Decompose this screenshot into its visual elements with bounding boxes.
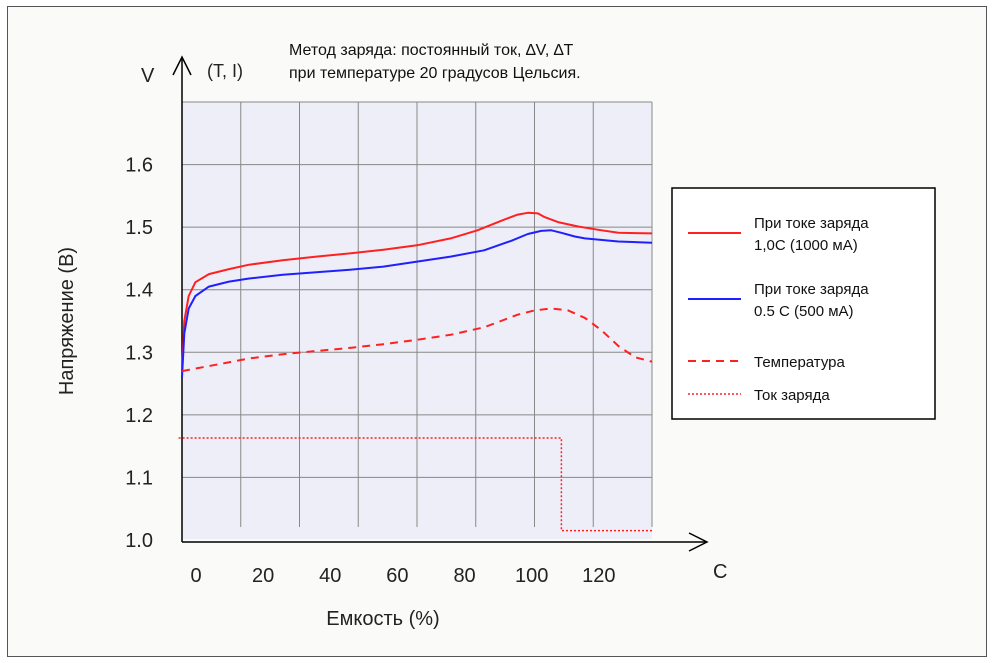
x-tick-labels: 0 20 40 60 80 100 120: [190, 565, 615, 587]
legend-label-1: 1,0С (1000 мА): [754, 237, 858, 254]
y-axis-secondary-label: (T, I): [207, 61, 243, 81]
note-line-1: Метод заряда: постоянный ток, ∆V, ∆T: [289, 42, 574, 59]
legend-label-3: Температура: [754, 354, 846, 371]
note-line-2: при температуре 20 градусов Цельсия.: [289, 65, 581, 82]
y-tick-label: 1.5: [125, 217, 153, 239]
y-tick-label: 1.0: [125, 530, 153, 552]
legend-label-4: Ток заряда: [754, 387, 830, 404]
legend: При токе заряда 1,0С (1000 мА) При токе за…: [688, 215, 869, 404]
y-tick-label: 1.6: [125, 155, 153, 177]
y-tick-label: 1.1: [125, 467, 153, 489]
chart-frame: V (T, I) C Метод заряда: постоянный ток,…: [7, 6, 987, 657]
y-axis-symbol: V: [141, 65, 155, 87]
x-tick-label: 40: [319, 565, 341, 587]
x-axis-symbol: C: [713, 561, 727, 583]
series-line-1: [181, 211, 653, 372]
x-tick-label: 120: [582, 565, 615, 587]
y-tick-label: 1.3: [125, 342, 153, 364]
legend-box: [671, 187, 936, 420]
y-axis-arrow: [172, 55, 192, 76]
legend-label-2: 0.5 С (500 мА): [754, 303, 854, 320]
grid: [181, 101, 653, 527]
x-axis-title: Емкость (%): [326, 608, 439, 630]
y-axis-title: Напряжение (В): [56, 247, 78, 395]
series-group: [178, 211, 653, 532]
series-line-2: [181, 229, 653, 378]
series-line-3: [181, 307, 653, 373]
x-axis-arrow: [688, 532, 709, 552]
x-tick-label: 20: [252, 565, 274, 587]
x-tick-label: 100: [515, 565, 548, 587]
x-tick-label: 0: [190, 565, 201, 587]
legend-label-1: При токе заряда: [754, 215, 869, 232]
x-tick-label: 60: [386, 565, 408, 587]
chart-svg: V (T, I) C Метод заряда: постоянный ток,…: [56, 42, 936, 630]
y-tick-labels: 1.0 1.1 1.2 1.3 1.4 1.5 1.6: [125, 155, 153, 552]
series-line-4: [178, 437, 652, 532]
y-tick-label: 1.2: [125, 405, 153, 427]
y-tick-label: 1.4: [125, 280, 153, 302]
legend-label-2: При токе заряда: [754, 281, 869, 298]
x-tick-label: 80: [453, 565, 475, 587]
